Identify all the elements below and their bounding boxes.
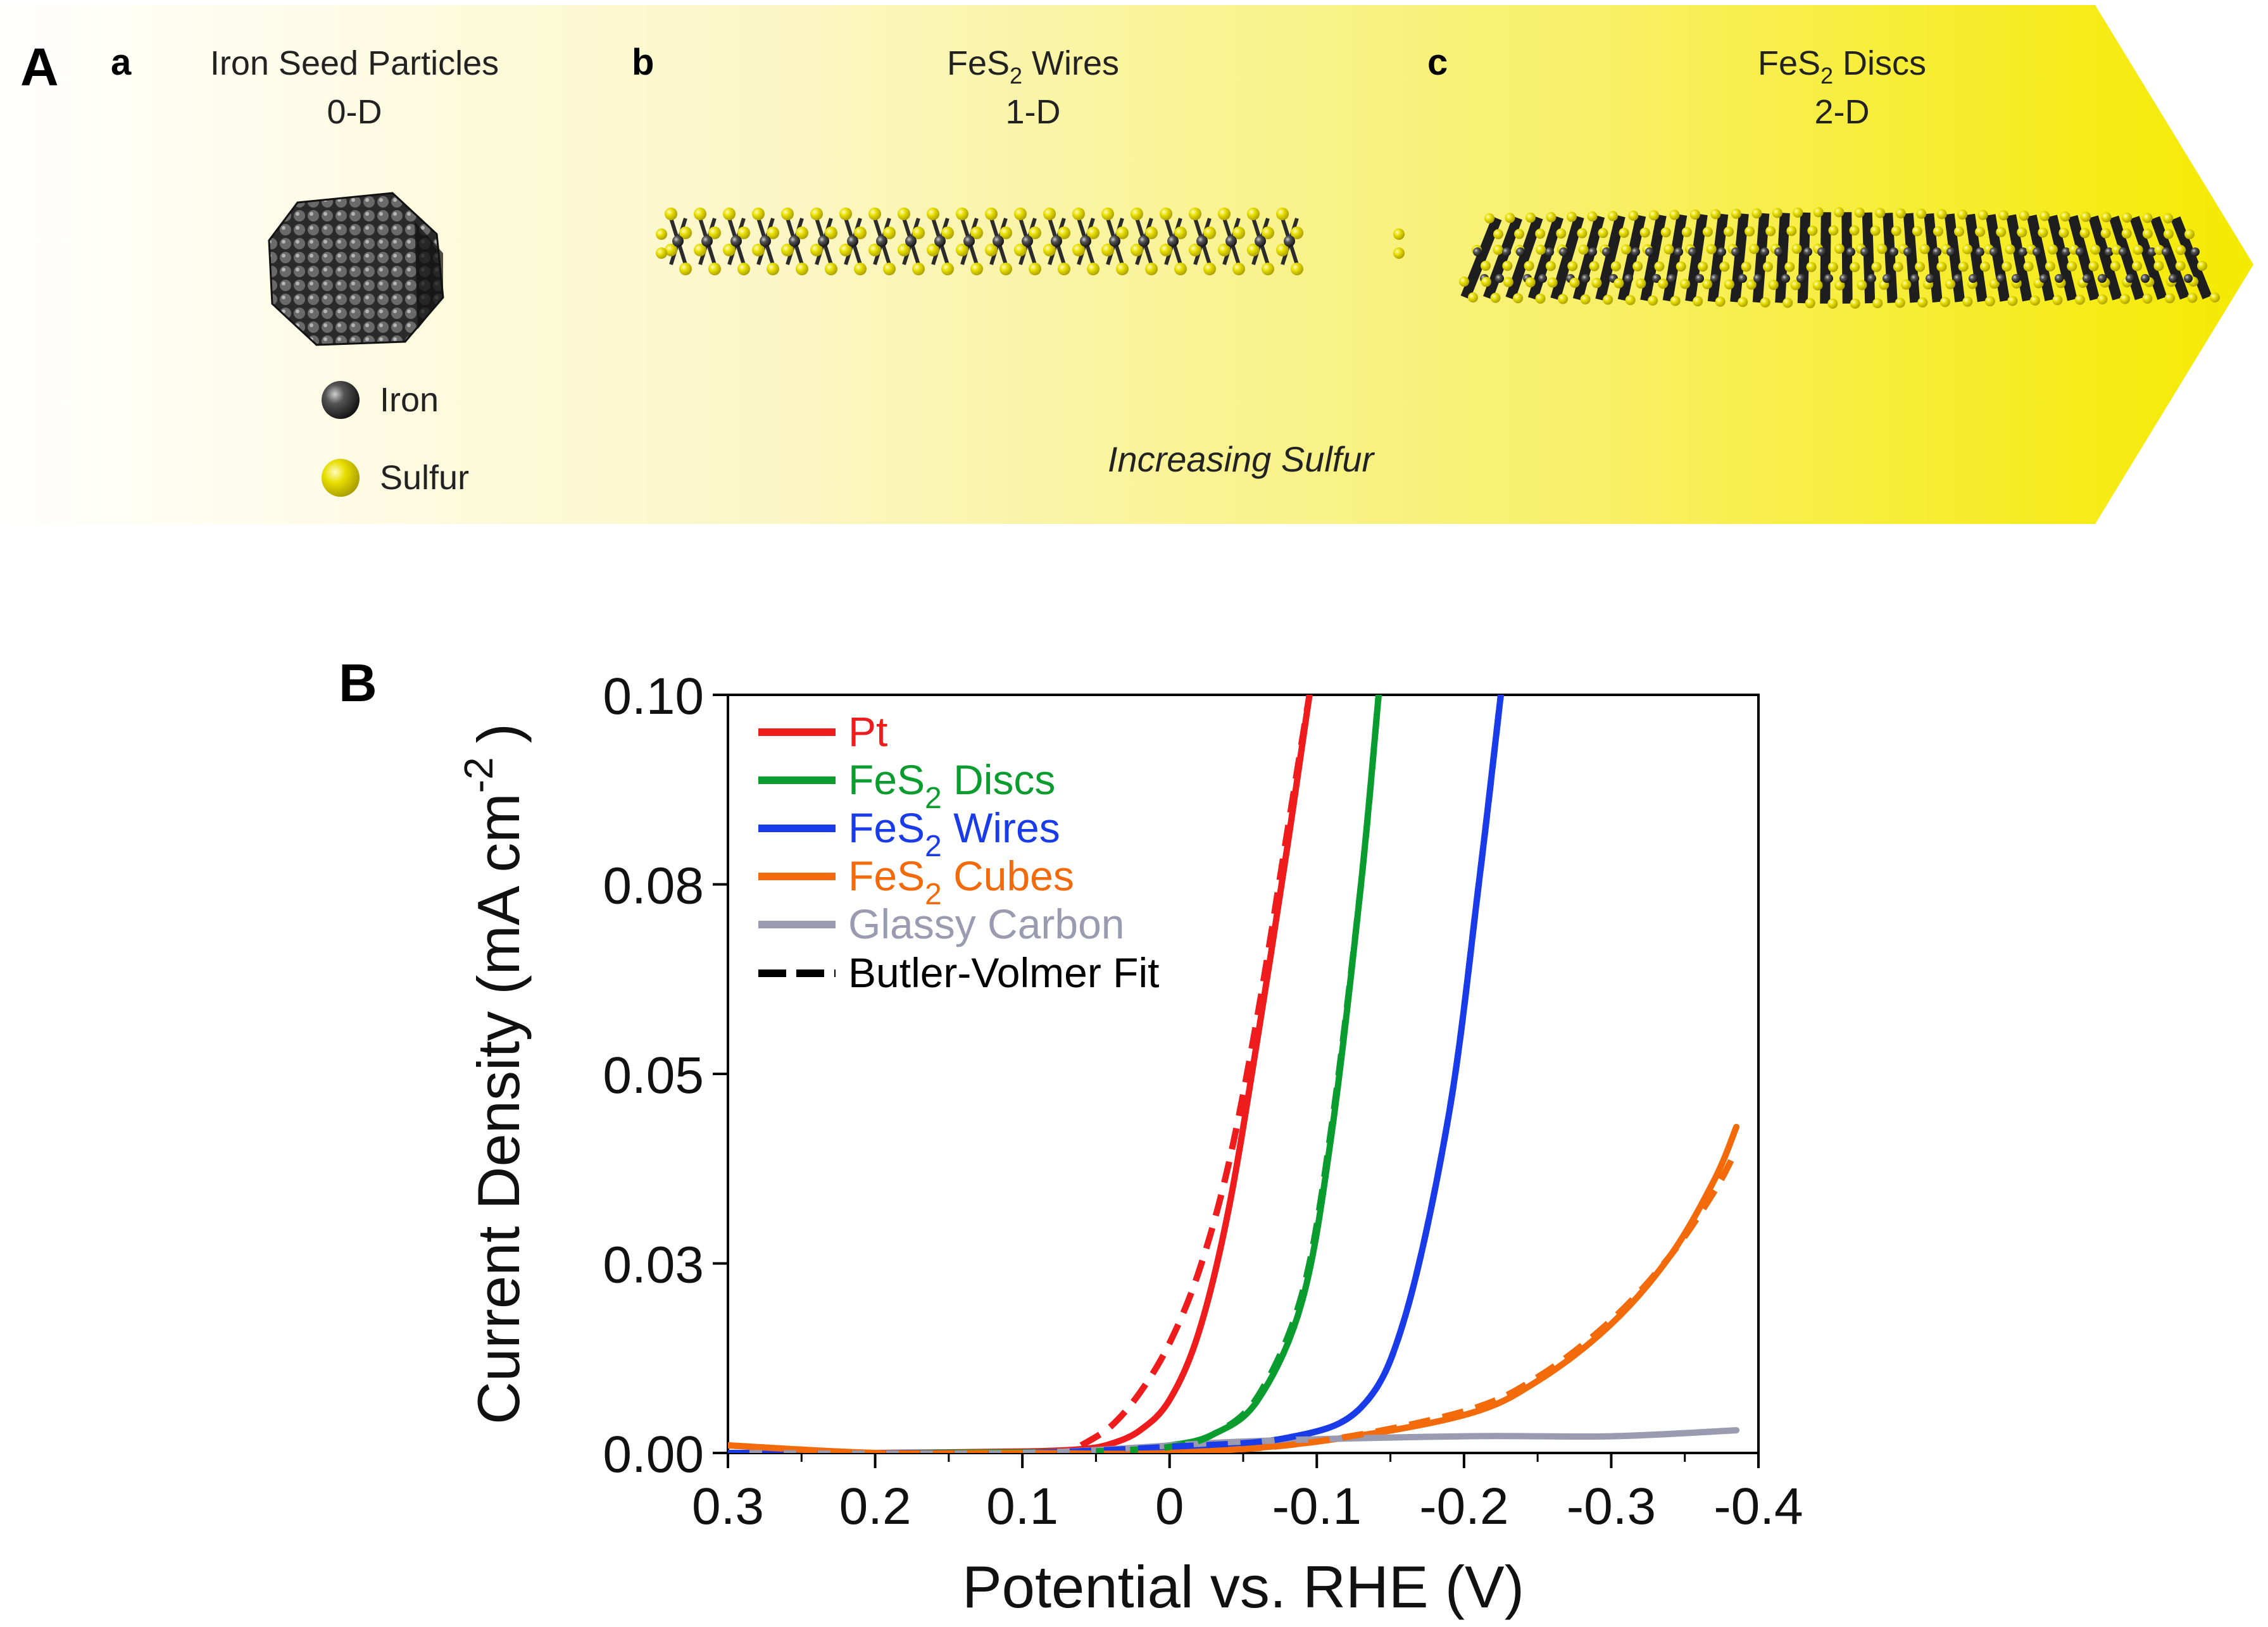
plot-frame [727, 694, 1760, 1454]
sub-c-letter: c [1427, 42, 1448, 83]
legend-label: FeS2 Cubes [848, 852, 1074, 911]
legend-label: FeS2 Discs [848, 756, 1055, 815]
atom-legend: Iron Sulfur [322, 381, 469, 497]
legend-label: Butler-Volmer Fit [848, 949, 1159, 996]
fit-line-fes2-discs-fit [1096, 695, 1382, 1453]
iron-legend-icon [322, 381, 360, 419]
legend-label: FeS2 Wires [848, 804, 1060, 863]
legend-label: Pt [848, 708, 887, 755]
fes2-discs-dim: 2-D [1814, 93, 1869, 131]
fes2-wire-structure-image [656, 208, 1405, 275]
increasing-sulfur-label: Increasing Sulfur [1108, 439, 1375, 479]
fes2-wires-dim: 1-D [1005, 93, 1060, 131]
y-tick-label: 0.00 [603, 1426, 704, 1483]
iron-seed-title: Iron Seed Particles [210, 44, 499, 82]
plot-area: 0.3 0.2 0.1 0 -0.1 -0.2 -0.3 -0.4 0.000.030.050… [603, 668, 1803, 1535]
panel-b-letter: B [339, 653, 377, 713]
fit-line-fes2-wires-fit [728, 695, 1504, 1453]
series-line-glassy-carbon [728, 1427, 1740, 1453]
iron-seed-particle-image [268, 192, 444, 346]
sulfur-legend-label: Sulfur [380, 459, 469, 497]
x-tick-label: 0 [1155, 1478, 1184, 1535]
panel-a: A a Iron Seed Particles 0-D Iron Sulfur … [0, 5, 2253, 524]
y-tick-label: 0.08 [603, 857, 704, 915]
x-tick-label: -0.3 [1567, 1478, 1656, 1535]
x-tick-label: 0.2 [839, 1478, 912, 1535]
legend-label: Glassy Carbon [848, 901, 1125, 947]
sub-a-letter: a [111, 42, 132, 83]
x-axis-label: Potential vs. RHE (V) [962, 1554, 1524, 1620]
x-axis: 0.3 0.2 0.1 0 -0.1 -0.2 -0.3 -0.4 [692, 1453, 1803, 1535]
fes2-disc-structure-image [1459, 207, 2220, 309]
x-tick-label: 0.1 [986, 1478, 1058, 1535]
x-tick-label: -0.4 [1714, 1478, 1803, 1535]
fit-line-pt-fit [1079, 695, 1313, 1449]
x-tick-label: 0.3 [692, 1478, 764, 1535]
y-tick-label: 0.05 [603, 1047, 704, 1104]
fit-line-fes2-cubes-fit [728, 1148, 1739, 1453]
y-tick-label: 0.10 [603, 668, 704, 725]
iron-legend-label: Iron [380, 381, 439, 419]
series-layer [728, 695, 1740, 1453]
panel-a-letter: A [20, 37, 59, 97]
y-axis: 0.00 0.03 0.05 0.08 0.10 [603, 668, 728, 1483]
panel-b: B 0.3 0.2 0.1 0 -0.1 -0.2 -0.3 -0.4 0.000.030.0… [339, 653, 1803, 1620]
sulfur-legend-icon [322, 459, 360, 497]
y-tick-label: 0.03 [603, 1237, 704, 1294]
x-tick-label: -0.2 [1419, 1478, 1508, 1535]
y-axis-label: Current Density (mA cm-2) [456, 723, 532, 1424]
fes2-wires-title: FeS2 Wires [947, 44, 1119, 89]
sub-b-letter: b [632, 42, 654, 83]
fes2-discs-title: FeS2 Discs [1758, 44, 1926, 89]
x-tick-label: -0.1 [1272, 1478, 1362, 1535]
iron-seed-dim: 0-D [327, 93, 382, 131]
